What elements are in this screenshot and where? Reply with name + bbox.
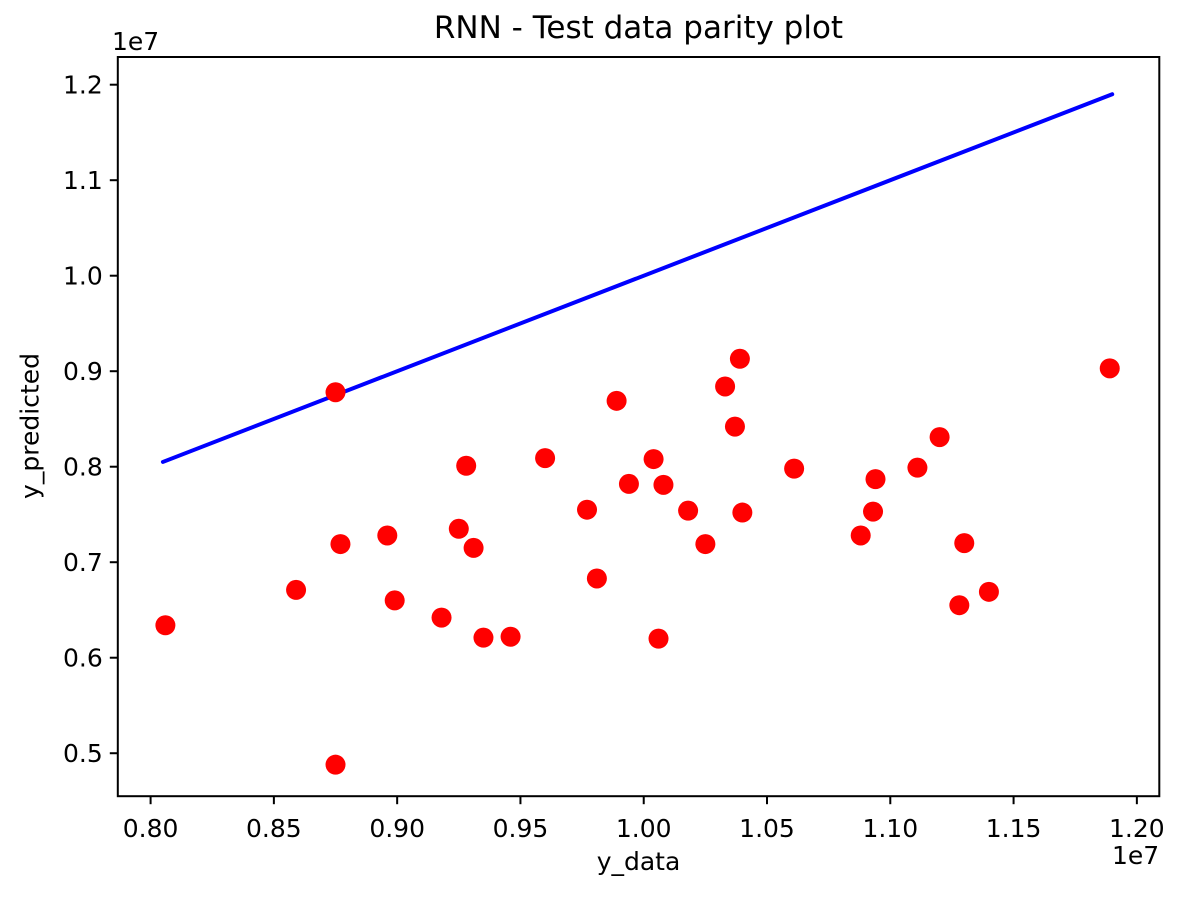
scatter-point <box>473 627 494 648</box>
scatter-point <box>865 469 886 490</box>
scatter-point <box>907 457 928 478</box>
scatter-point <box>606 390 627 411</box>
scatter-point <box>618 473 639 494</box>
y-tick-label: 1.1 <box>63 166 103 195</box>
scatter-point <box>456 455 477 476</box>
chart-title: RNN - Test data parity plot <box>433 10 844 46</box>
y-tick-label: 0.6 <box>63 644 103 673</box>
scatter-point <box>577 499 598 520</box>
scatter-point <box>1099 358 1120 379</box>
scatter-point <box>653 474 674 495</box>
scatter-point <box>463 537 484 558</box>
scatter-point <box>724 416 745 437</box>
y-tick-label: 0.8 <box>63 453 103 482</box>
x-tick-label: 1.20 <box>1109 814 1165 843</box>
scatter-point <box>286 579 307 600</box>
x-tick-label: 0.90 <box>369 814 425 843</box>
x-axis-offset-text: 1e7 <box>1112 841 1160 870</box>
scatter-point <box>715 376 736 397</box>
y-tick-label: 0.5 <box>63 739 103 768</box>
scatter-point <box>648 628 669 649</box>
scatter-point <box>784 458 805 479</box>
y-tick-label: 1.0 <box>63 262 103 291</box>
scatter-point <box>729 348 750 369</box>
scatter-point <box>500 626 521 647</box>
scatter-point <box>850 525 871 546</box>
y-axis-label: y_predicted <box>15 353 45 499</box>
scatter-point <box>377 525 398 546</box>
x-tick-label: 0.95 <box>493 814 549 843</box>
x-axis-label: y_data <box>596 847 681 876</box>
scatter-point <box>325 754 346 775</box>
scatter-point <box>325 382 346 403</box>
scatter-point <box>678 500 699 521</box>
y-tick-label: 0.9 <box>63 357 103 386</box>
parity-line <box>160 92 1115 464</box>
scatter-point <box>954 533 975 554</box>
scatter-point <box>949 595 970 616</box>
y-tick-label: 0.7 <box>63 548 103 577</box>
scatter-point <box>384 590 405 611</box>
x-tick-label: 1.10 <box>862 814 918 843</box>
y-tick-label: 1.2 <box>63 71 103 100</box>
scatter-point <box>695 534 716 555</box>
x-tick-label: 1.00 <box>616 814 672 843</box>
scatter-point <box>535 448 556 469</box>
x-tick-label: 1.05 <box>739 814 795 843</box>
scatter-point <box>732 502 753 523</box>
scatter-point <box>431 607 452 628</box>
scatter-point <box>155 615 176 636</box>
x-tick-label: 0.80 <box>123 814 179 843</box>
axes-frame <box>116 56 1161 798</box>
scatter-point <box>643 449 664 470</box>
scatter-point <box>448 518 469 539</box>
scatter-point <box>978 581 999 602</box>
x-tick-label: 1.15 <box>986 814 1042 843</box>
scatter-point <box>330 534 351 555</box>
x-tick-label: 0.85 <box>246 814 302 843</box>
scatter-point <box>586 568 607 589</box>
scatter-point <box>863 501 884 522</box>
scatter-point <box>929 427 950 448</box>
y-axis-offset-text: 1e7 <box>112 27 160 56</box>
